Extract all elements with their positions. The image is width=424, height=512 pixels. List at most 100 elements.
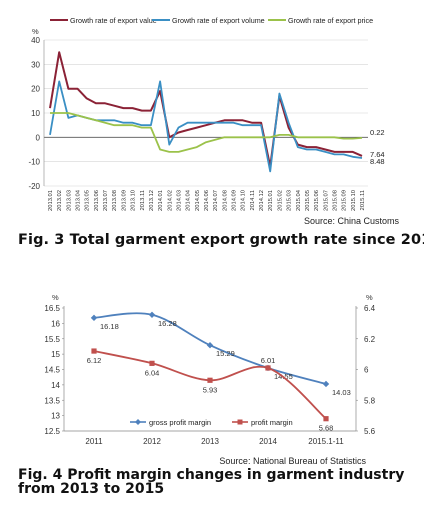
legend-label-3: Growth rate of export price [288, 16, 373, 25]
legend-marker-1 [135, 419, 141, 425]
series-line-2 [49, 80, 363, 173]
category-label-2: 2012 [143, 437, 161, 446]
series-line-3 [50, 112, 363, 153]
x-tick-label-29: 2015.05 [305, 190, 311, 211]
x-tick-label-18: 2014.06 [204, 190, 210, 211]
category-label-1: 2011 [85, 437, 103, 446]
x-tick-label-6: 2013.06 [94, 190, 100, 211]
x-tick-label-8: 2013.08 [112, 190, 118, 211]
x-tick-label-27: 2015.03 [287, 190, 293, 211]
right-tick-label-5: 6.4 [364, 304, 376, 313]
category-label-4: 2014 [259, 437, 277, 446]
x-tick-label-16: 2014.04 [186, 189, 192, 211]
data-point-2-1 [91, 348, 97, 354]
end-annotation-2: 7.64 [370, 150, 385, 159]
x-tick-label-19: 2014.07 [213, 190, 219, 211]
series-line-1 [49, 51, 363, 168]
legend-marker-2 [237, 419, 243, 425]
data-point-2-3 [207, 377, 213, 383]
x-tick-label-25: 2015.01 [268, 190, 274, 211]
x-tick-label-13: 2014.01 [158, 190, 164, 211]
figure-3-source: Source: China Customs [304, 216, 400, 226]
x-tick-label-11: 2013.11 [140, 190, 146, 211]
data-label-2-4: 6.01 [261, 356, 276, 365]
export-growth-chart: Growth rate of export value Growth rate o… [28, 16, 400, 226]
legend-label-1: gross profit margin [149, 418, 211, 427]
left-tick-label-5: 14.5 [44, 366, 60, 375]
left-tick-label-6: 15 [51, 350, 60, 359]
legend-label-2: Growth rate of export volume [172, 16, 265, 25]
data-point-2-2 [149, 360, 155, 366]
category-label-5: 2015.1-11 [308, 437, 344, 446]
data-label-1-5: 14.03 [332, 388, 351, 397]
data-label-2-3: 5.93 [203, 385, 218, 394]
x-tick-label-17: 2014.05 [195, 190, 201, 211]
x-tick-label-30: 2015.06 [314, 190, 320, 211]
left-tick-label-3: 13.5 [44, 396, 60, 405]
data-point-1-3 [206, 342, 214, 349]
category-label-3: 2013 [201, 437, 219, 446]
data-point-2-4 [265, 365, 271, 371]
end-annotation-1: 0.22 [370, 128, 385, 137]
left-tick-label-2: 13 [51, 412, 60, 421]
x-tick-label-31: 2015.07 [323, 190, 329, 211]
right-axis-unit: % [366, 293, 373, 302]
legend-label-1: Growth rate of export value [70, 16, 157, 25]
data-label-2-5: 5.68 [319, 424, 334, 433]
figure-4-caption-line-2: from 2013 to 2015 [18, 481, 165, 497]
right-tick-label-3: 6 [364, 366, 369, 375]
y-axis-unit: % [32, 27, 39, 36]
x-tick-label-32: 2015.08 [332, 190, 338, 211]
x-tick-label-7: 2013.07 [103, 190, 109, 211]
figure-4-source: Source: National Bureau of Statistics [219, 456, 366, 466]
right-tick-label-1: 5.6 [364, 427, 376, 436]
y-tick-label-4: 10 [31, 109, 40, 118]
y-tick-label-7: 40 [31, 36, 40, 45]
x-tick-label-33: 2015.09 [342, 190, 348, 211]
x-tick-label-26: 2015.02 [277, 190, 283, 211]
x-tick-label-5: 2013.05 [85, 190, 91, 211]
legend-label-2: profit margin [251, 418, 293, 427]
left-tick-label-8: 16 [51, 319, 60, 328]
y-tick-label-6: 30 [31, 60, 40, 69]
y-tick-label-5: 20 [31, 85, 40, 94]
x-tick-label-12: 2013.12 [149, 190, 155, 211]
y-tick-label-3: 0 [36, 133, 41, 142]
left-tick-label-4: 14 [51, 381, 60, 390]
x-tick-label-2: 2013.02 [57, 190, 63, 211]
x-tick-label-3: 2013.03 [66, 190, 72, 211]
profit-margin-chart: % % 12.5 13 13.5 14 14.5 15 15.5 16 16.5 5.6 5.8 6 6.2… [44, 293, 376, 466]
x-tick-label-21: 2014.09 [232, 190, 238, 211]
y-tick-label-1: -20 [28, 182, 40, 191]
left-tick-label-9: 16.5 [44, 304, 60, 313]
x-tick-label-15: 2014.03 [176, 190, 182, 211]
right-tick-label-4: 6.2 [364, 335, 376, 344]
figure-4-caption: Fig. 4 Profit margin changes in garment … [18, 468, 404, 496]
data-label-2-2: 6.04 [145, 368, 160, 377]
end-annotation-3: 8.48 [370, 157, 385, 166]
x-tick-label-35: 2015.11 [360, 190, 366, 211]
right-tick-label-2: 5.8 [364, 396, 376, 405]
left-axis-unit: % [52, 293, 59, 302]
x-tick-label-23: 2014.11 [250, 190, 256, 211]
data-point-1-2 [148, 311, 156, 318]
data-label-1-1: 16.18 [100, 322, 119, 331]
data-point-2-5 [323, 416, 329, 422]
data-label-2-1: 6.12 [87, 356, 102, 365]
x-tick-label-20: 2014.08 [222, 190, 228, 211]
x-tick-label-14: 2014.02 [167, 190, 173, 211]
data-label-1-3: 15.29 [216, 349, 235, 358]
x-tick-label-24: 2014.12 [259, 190, 265, 211]
data-point-1-5 [322, 380, 330, 388]
x-tick-label-28: 2015.04 [296, 189, 302, 211]
x-tick-label-22: 2014.10 [241, 190, 247, 211]
data-label-1-2: 16.28 [158, 319, 177, 328]
left-tick-label-7: 15.5 [44, 335, 60, 344]
data-point-1-1 [90, 314, 98, 322]
x-tick-label-10: 2013.10 [131, 190, 137, 211]
x-tick-label-1: 2013.01 [48, 190, 54, 211]
y-tick-label-2: -10 [28, 158, 40, 167]
figure-4-caption-line-1: Fig. 4 Profit margin changes in garment … [18, 467, 405, 483]
left-tick-label-1: 12.5 [44, 427, 60, 436]
x-tick-label-34: 2015.10 [351, 190, 357, 211]
